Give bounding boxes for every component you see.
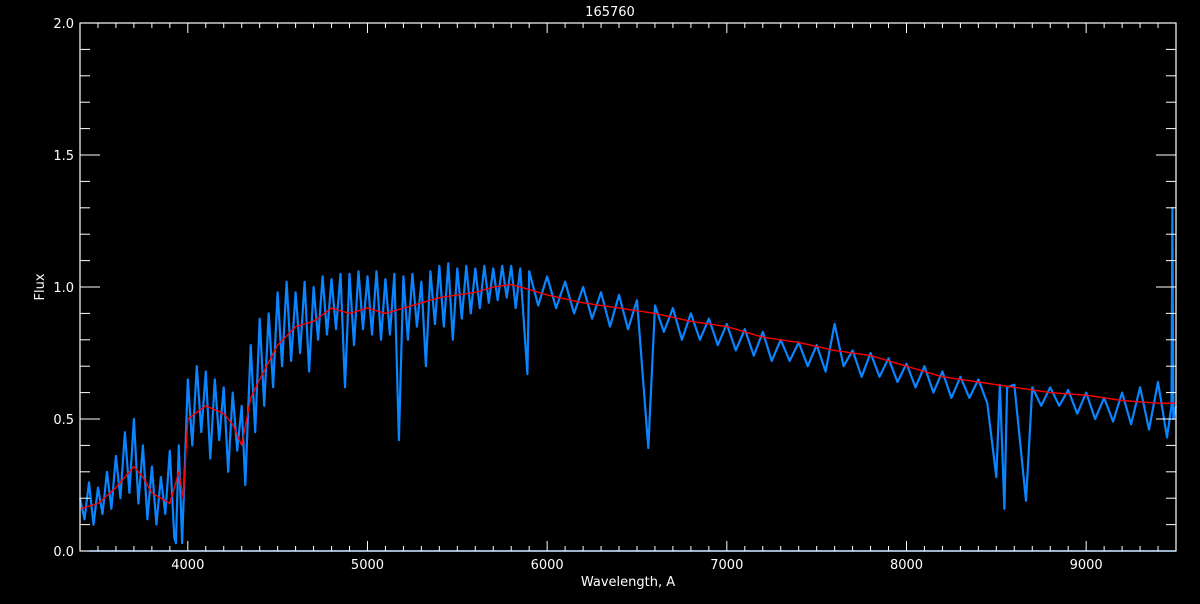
x-axis-label: Wavelength, A xyxy=(581,575,675,590)
chart-title: 165760 xyxy=(585,5,635,20)
y-tick-label: 0.5 xyxy=(53,413,74,428)
x-tick-label: 7000 xyxy=(710,558,743,573)
y-tick-label: 0.0 xyxy=(53,545,74,560)
series-layer xyxy=(78,206,1178,552)
x-tick-label: 6000 xyxy=(531,558,564,573)
x-tick-label: 9000 xyxy=(1070,558,1103,573)
x-tick-label: 8000 xyxy=(890,558,923,573)
y-axis-label: Flux xyxy=(33,273,48,300)
series-line-1 xyxy=(79,283,1176,510)
axes-layer: 4000 5000 6000 7000 8000 9000 0.0 0.5 1.0 1.5 2.0 xyxy=(53,17,1177,573)
y-tick-label: 1.0 xyxy=(53,281,74,296)
x-tick-label: 4000 xyxy=(171,558,204,573)
y-tick-label: 1.5 xyxy=(53,149,74,164)
y-tick-label: 2.0 xyxy=(53,17,74,32)
x-tick-label: 5000 xyxy=(351,558,384,573)
series-line-0 xyxy=(78,206,1178,545)
